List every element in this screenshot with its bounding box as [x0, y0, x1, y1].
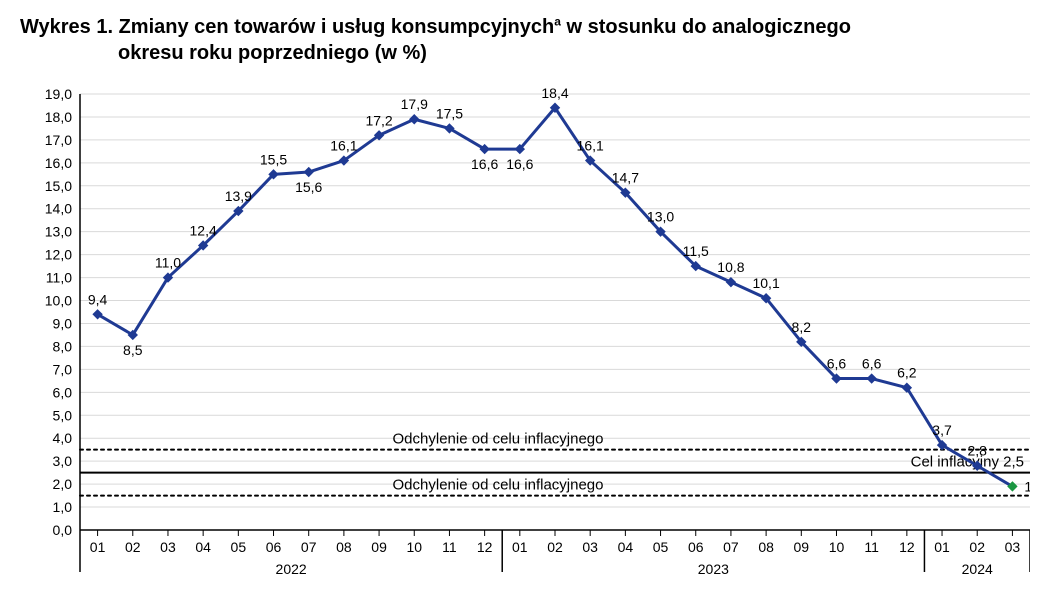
- value-label: 16,6: [506, 156, 533, 172]
- y-tick-label: 12,0: [45, 247, 72, 263]
- x-tick-label: 03: [160, 539, 176, 555]
- value-label: 18,4: [541, 85, 568, 101]
- x-tick-label: 12: [899, 539, 915, 555]
- value-label: 10,1: [752, 275, 779, 291]
- value-label: 11,0: [155, 255, 181, 271]
- value-label: 10,8: [717, 259, 744, 275]
- y-tick-label: 10,0: [45, 293, 72, 309]
- x-tick-label: 04: [618, 539, 634, 555]
- y-tick-label: 13,0: [45, 224, 72, 240]
- y-tick-label: 19,0: [45, 86, 72, 102]
- value-label: 6,6: [862, 356, 882, 372]
- value-label: 13,9: [225, 188, 252, 204]
- value-label: 13,0: [647, 209, 674, 225]
- x-tick-label: 12: [477, 539, 493, 555]
- x-tick-label: 01: [90, 539, 106, 555]
- y-tick-label: 3,0: [53, 453, 73, 469]
- x-tick-label: 08: [336, 539, 352, 555]
- x-tick-label: 02: [547, 539, 563, 555]
- y-tick-label: 17,0: [45, 132, 72, 148]
- x-tick-label: 02: [969, 539, 985, 555]
- x-tick-label: 06: [688, 539, 704, 555]
- x-tick-label: 05: [653, 539, 669, 555]
- x-tick-label: 01: [934, 539, 950, 555]
- data-marker: [726, 278, 735, 287]
- x-tick-label: 09: [794, 539, 810, 555]
- value-label: 6,6: [827, 356, 847, 372]
- y-tick-label: 11,0: [46, 270, 72, 286]
- x-tick-label: 07: [723, 539, 739, 555]
- line-chart: 0,0 1,0 2,0 3,0 4,0 5,0 6,0 7,0 8,0 9,0 10,0 11,0 12…: [20, 80, 1030, 600]
- x-tick-label: 03: [1005, 539, 1021, 555]
- value-label: 15,5: [260, 151, 287, 167]
- y-tick-label: 14,0: [45, 201, 72, 217]
- y-tick-label: 7,0: [53, 361, 73, 377]
- data-marker: [304, 168, 313, 177]
- value-label: 12,4: [190, 222, 217, 238]
- y-tick-label: 5,0: [53, 407, 73, 423]
- y-tick-label: 1,0: [53, 499, 73, 515]
- value-label: 16,1: [577, 138, 604, 154]
- value-label: 15,6: [295, 179, 322, 195]
- value-label: 1,9: [1024, 478, 1030, 494]
- x-tick-label: 04: [195, 539, 211, 555]
- x-group-label: 2024: [962, 561, 993, 577]
- value-label: 16,6: [471, 156, 498, 172]
- y-tick-label: 8,0: [53, 338, 73, 354]
- x-tick-label: 01: [512, 539, 528, 555]
- y-tick-label: 4,0: [53, 430, 73, 446]
- value-label: 16,1: [330, 138, 357, 154]
- value-label: 17,2: [365, 112, 392, 128]
- title-line2: okresu roku poprzedniego (w %): [20, 40, 1030, 66]
- x-tick-label: 07: [301, 539, 317, 555]
- y-tick-label: 15,0: [45, 178, 72, 194]
- value-label: 8,2: [792, 319, 812, 335]
- chart-container: 0,0 1,0 2,0 3,0 4,0 5,0 6,0 7,0 8,0 9,0 10,0 11,0 12…: [20, 80, 1030, 600]
- value-label: 11,5: [683, 243, 709, 259]
- data-marker: [410, 115, 419, 124]
- x-tick-label: 11: [864, 539, 879, 555]
- x-group-label: 2022: [276, 561, 307, 577]
- title-sup: a: [554, 14, 561, 28]
- data-line: [98, 108, 1013, 487]
- x-tick-label: 11: [442, 539, 457, 555]
- y-tick-label: 2,0: [53, 476, 73, 492]
- x-tick-label: 08: [758, 539, 774, 555]
- y-tick-label: 16,0: [45, 155, 72, 171]
- y-tick-label: 9,0: [53, 315, 73, 331]
- value-label: 17,9: [401, 96, 428, 112]
- value-label: 9,4: [88, 291, 108, 307]
- value-label: 14,7: [612, 170, 639, 186]
- chart-title: Wykres 1. Zmiany cen towarów i usług kon…: [20, 14, 1030, 66]
- value-label: 17,5: [436, 105, 463, 121]
- reference-line-label: Odchylenie od celu inflacyjnego: [393, 477, 604, 494]
- reference-line-label: Odchylenie od celu inflacyjnego: [393, 431, 604, 448]
- x-tick-label: 02: [125, 539, 141, 555]
- y-tick-label: 0,0: [53, 522, 73, 538]
- value-label: 8,5: [123, 342, 143, 358]
- x-group-label: 2023: [698, 561, 729, 577]
- title-line1-b: w stosunku do analogicznego: [561, 16, 851, 38]
- x-tick-label: 03: [582, 539, 598, 555]
- x-tick-label: 10: [406, 539, 422, 555]
- x-tick-label: 06: [266, 539, 282, 555]
- value-label: 2,8: [967, 443, 987, 459]
- x-tick-label: 05: [231, 539, 247, 555]
- y-tick-label: 18,0: [45, 109, 72, 125]
- x-tick-label: 10: [829, 539, 845, 555]
- value-label: 6,2: [897, 365, 917, 381]
- y-tick-label: 6,0: [53, 384, 73, 400]
- value-label: 3,7: [932, 422, 952, 438]
- data-marker: [867, 374, 876, 383]
- x-tick-label: 09: [371, 539, 387, 555]
- title-line1-a: Wykres 1. Zmiany cen towarów i usług kon…: [20, 16, 554, 38]
